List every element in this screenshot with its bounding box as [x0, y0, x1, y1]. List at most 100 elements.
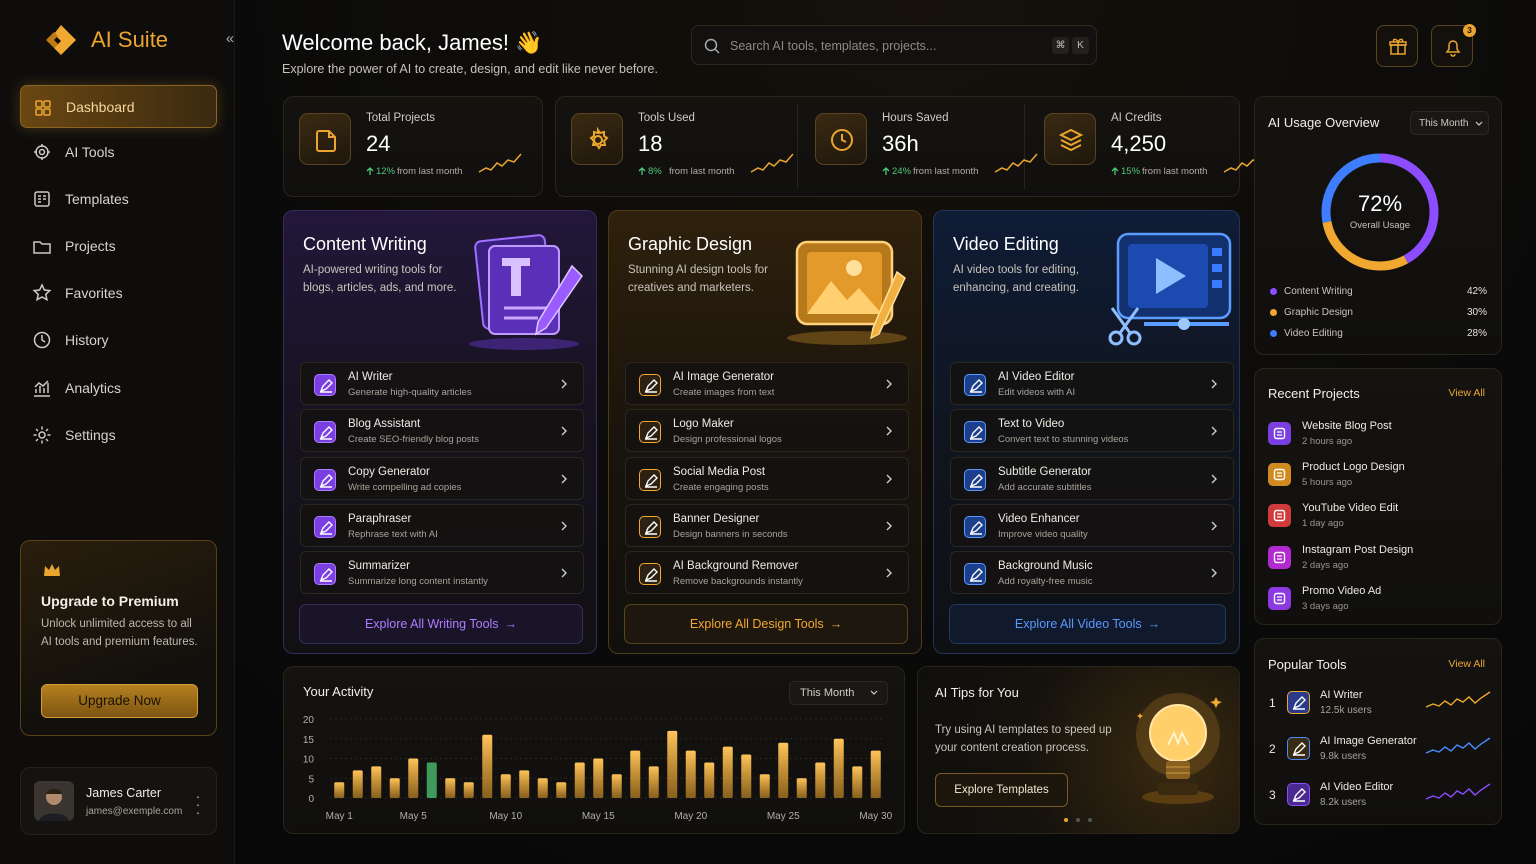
popular-icon[interactable]: [1287, 783, 1310, 806]
bar: [556, 782, 567, 798]
project-icon[interactable]: [1268, 586, 1291, 610]
tips-button[interactable]: Explore Templates: [935, 773, 1068, 807]
stat-icon-glyph: [1058, 128, 1084, 152]
tool-row[interactable]: AI Writer Generate high-quality articles: [300, 362, 584, 405]
view-all-link[interactable]: View All: [1448, 387, 1485, 399]
nav-item[interactable]: AI Tools: [20, 131, 217, 174]
explore-button[interactable]: Explore All Writing Tools →: [299, 604, 583, 644]
notification-button[interactable]: 3: [1431, 24, 1476, 67]
legend-label: Graphic Design: [1284, 307, 1353, 318]
explore-button[interactable]: Explore All Video Tools →: [949, 604, 1226, 644]
project-name[interactable]: YouTube Video Edit: [1302, 502, 1399, 515]
tool-panel: Content Writing AI-powered writing tools …: [283, 210, 597, 654]
popular-name[interactable]: AI Writer: [1320, 689, 1363, 701]
popular-card: Popular Tools View All 1 AI Writer 12.5k use…: [1254, 638, 1502, 825]
project-icon[interactable]: [1268, 422, 1291, 445]
nav-label: Dashboard: [66, 99, 135, 115]
tool-row[interactable]: Subtitle Generator Add accurate subtitles: [950, 456, 1234, 500]
tool-row[interactable]: Social Media Post Create engaging posts: [625, 456, 909, 500]
tool-desc: Design professional logos: [673, 434, 782, 446]
tool-panel: Video Editing AI video tools for editing,…: [933, 210, 1240, 654]
explore-button[interactable]: Explore All Design Tools →: [624, 604, 908, 644]
bar: [704, 762, 715, 798]
nav-item[interactable]: History: [20, 319, 217, 362]
popular-glyph: [1292, 742, 1306, 756]
popular-icon[interactable]: [1287, 737, 1310, 760]
period-dropdown[interactable]: This Month: [1410, 111, 1489, 135]
project-time: 2 hours ago: [1302, 436, 1353, 447]
project-icon[interactable]: [1268, 463, 1291, 487]
tool-name: Paraphraser: [348, 512, 412, 525]
tool-row[interactable]: Summarizer Summarize long content instant…: [300, 551, 584, 595]
popular-icon[interactable]: [1287, 691, 1310, 714]
project-name[interactable]: Instagram Post Design: [1302, 543, 1414, 556]
search-icon: [704, 38, 720, 54]
dropdown-label: This Month: [800, 687, 855, 699]
view-all-link[interactable]: View All: [1448, 658, 1485, 670]
nav-icon: [33, 426, 51, 444]
project-name[interactable]: Product Logo Design: [1302, 461, 1405, 474]
legend-label: Content Writing: [1284, 286, 1353, 297]
tool-glyph: [644, 379, 658, 393]
x-tick-label: May 15: [582, 811, 615, 822]
nav-label: Favorites: [65, 285, 123, 301]
chevron: [561, 474, 567, 484]
project-name[interactable]: Promo Video Ad: [1302, 584, 1382, 597]
tool-row[interactable]: AI Background Remover Remove backgrounds …: [625, 551, 909, 595]
nav-item[interactable]: Settings: [20, 414, 217, 457]
stat-sparkline: [994, 153, 1038, 173]
tool-icon: [314, 468, 336, 491]
panel-description: AI video tools for editing, enhancing, a…: [953, 264, 1079, 294]
project-name[interactable]: Website Blog Post: [1302, 420, 1392, 432]
tool-row[interactable]: Video Enhancer Improve video quality: [950, 503, 1234, 547]
carousel-dot[interactable]: [1076, 818, 1080, 822]
tool-rank: 3: [1269, 788, 1276, 802]
tool-row[interactable]: Banner Designer Design banners in seconds: [625, 503, 909, 547]
tool-icon: [639, 563, 661, 586]
tool-icon: [964, 468, 986, 491]
bar: [593, 758, 604, 798]
nav-item[interactable]: Projects: [20, 225, 217, 268]
carousel-dot[interactable]: [1088, 818, 1092, 822]
tool-row[interactable]: Background Music Add royalty-free music: [950, 551, 1234, 595]
tool-glyph: [969, 426, 983, 440]
nav-item[interactable]: Templates: [20, 178, 217, 221]
tool-glyph: [319, 520, 333, 535]
stat-value: 4,250: [1111, 131, 1167, 156]
nav-item[interactable]: Favorites: [20, 272, 217, 315]
bar: [352, 770, 363, 798]
popular-name[interactable]: AI Video Editor: [1320, 781, 1394, 793]
tool-rank: 2: [1269, 742, 1276, 756]
tool-row[interactable]: Text to Video Convert text to stunning vi…: [950, 409, 1234, 453]
stat-label: Total Projects: [366, 112, 436, 124]
project-icon[interactable]: [1268, 504, 1291, 528]
carousel-dot[interactable]: [1064, 818, 1068, 822]
page-subtitle: Explore the power of AI to create, desig…: [282, 62, 658, 76]
upgrade-button[interactable]: Upgrade Now: [41, 684, 198, 718]
panel-title: Graphic Design: [628, 234, 753, 254]
collapse-button[interactable]: «: [225, 30, 235, 47]
gift-button[interactable]: [1376, 25, 1418, 67]
popular-name[interactable]: AI Image Generator: [1320, 735, 1417, 747]
popular-sparkline: [1425, 691, 1491, 708]
project-icon[interactable]: [1268, 545, 1291, 569]
nav-item[interactable]: Dashboard: [20, 85, 217, 128]
tool-row[interactable]: Blog Assistant Create SEO-friendly blog p…: [300, 409, 584, 453]
stat-note: from last month: [1142, 166, 1208, 177]
nav-item[interactable]: Analytics: [20, 367, 217, 410]
bar: [778, 742, 789, 798]
search-box[interactable]: Search AI tools, templates, projects... ⌘…: [691, 25, 1097, 65]
stat-note: from last month: [913, 166, 979, 177]
tool-row[interactable]: Copy Generator Write compelling ad copies: [300, 456, 584, 500]
popular-users: 12.5k users: [1320, 705, 1372, 716]
stat-label: Hours Saved: [882, 112, 949, 124]
tool-row[interactable]: Paraphraser Rephrase text with AI: [300, 503, 584, 547]
tool-row[interactable]: Logo Maker Design professional logos: [625, 409, 909, 453]
user-menu[interactable]: · · ·: [195, 788, 201, 820]
tool-row[interactable]: AI Video Editor Edit videos with AI: [950, 362, 1234, 405]
period-dropdown[interactable]: This Month: [789, 681, 888, 705]
chevron: [1211, 474, 1217, 484]
tool-row[interactable]: AI Image Generator Create images from tex…: [625, 362, 909, 405]
chevron: [886, 379, 892, 389]
tool-icon: [964, 563, 986, 586]
